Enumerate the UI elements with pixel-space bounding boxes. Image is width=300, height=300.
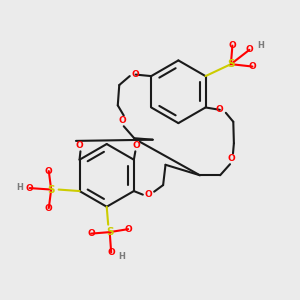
Text: O: O <box>87 229 95 238</box>
Text: H: H <box>118 252 125 261</box>
Text: O: O <box>228 154 236 163</box>
Text: O: O <box>229 41 236 50</box>
Text: S: S <box>227 59 235 69</box>
Text: O: O <box>26 184 34 193</box>
Text: H: H <box>17 183 24 192</box>
Text: O: O <box>133 141 141 150</box>
Text: O: O <box>124 225 132 234</box>
Text: O: O <box>45 167 53 176</box>
Text: O: O <box>245 45 253 54</box>
Text: O: O <box>107 248 115 257</box>
Text: S: S <box>47 184 55 195</box>
Text: O: O <box>132 70 140 79</box>
Text: S: S <box>106 227 113 237</box>
Text: O: O <box>75 141 83 150</box>
Text: O: O <box>248 62 256 71</box>
Text: H: H <box>257 41 264 50</box>
Text: O: O <box>45 204 53 213</box>
Text: O: O <box>216 105 224 114</box>
Text: O: O <box>118 116 126 125</box>
Text: O: O <box>144 190 152 199</box>
